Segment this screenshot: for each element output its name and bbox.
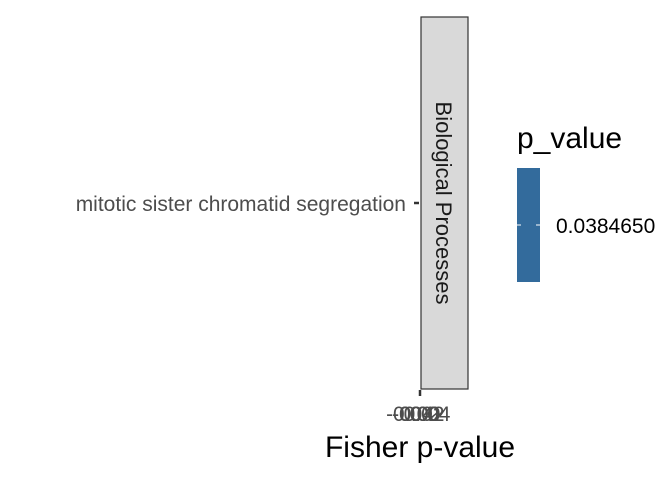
x-tick-label: 0.02 [404, 403, 445, 426]
x-tick-label: -0.04 [386, 403, 434, 426]
facet-strip [420, 16, 469, 390]
facet-strip-label: Biological Processes [431, 102, 456, 305]
legend-title: p_value [517, 122, 622, 155]
x-axis-title: Fisher p-value [325, 431, 515, 464]
legend-colorbar [517, 168, 540, 282]
x-tick-label: 0.00 [400, 403, 441, 426]
x-tick-label: -0.02 [392, 403, 440, 426]
legend-label: 0.0384650 [556, 215, 655, 238]
x-tick-label: 0.04 [410, 403, 451, 426]
x-tick-labels: -0.04-0.020.000.020.04 [386, 403, 451, 426]
y-tick-label: mitotic sister chromatid segregation [76, 193, 406, 216]
